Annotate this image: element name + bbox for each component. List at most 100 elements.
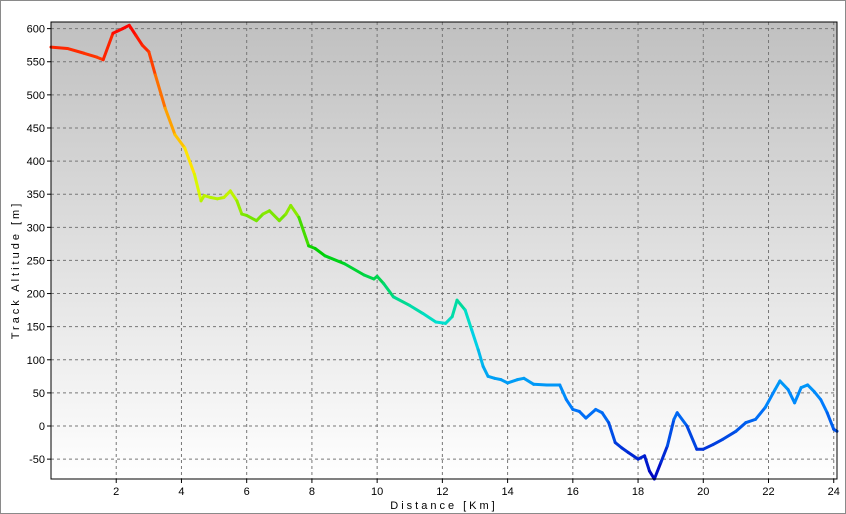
line-segment	[289, 203, 301, 219]
line-segment	[476, 348, 485, 368]
y-axis-label: Track Altitude [m]	[10, 201, 22, 340]
line-segment	[163, 106, 177, 137]
y-tick-label: 0	[39, 421, 45, 433]
y-tick-label: 400	[27, 156, 45, 168]
line-segment	[382, 282, 395, 299]
x-tick-label: 6	[244, 486, 250, 498]
line-segment	[773, 379, 782, 392]
x-tick-label: 14	[501, 486, 513, 498]
line-segment	[506, 378, 519, 385]
line-segment	[721, 429, 738, 441]
line-segment	[643, 454, 651, 473]
line-segment	[323, 254, 347, 266]
x-axis-label: Distance [Km]	[390, 500, 497, 512]
line-segment	[793, 386, 803, 405]
line-segment	[101, 31, 115, 62]
y-tick-label: 250	[27, 255, 45, 267]
line-segment	[600, 411, 611, 425]
line-segment	[532, 382, 549, 387]
line-segment	[183, 146, 197, 176]
line-segment	[675, 411, 689, 428]
line-segment	[173, 133, 187, 150]
x-tick-label: 12	[436, 486, 448, 498]
line-segment	[711, 437, 725, 447]
line-segment	[111, 27, 125, 35]
line-segment	[470, 328, 480, 352]
line-segment	[584, 407, 598, 420]
line-segment	[82, 51, 99, 59]
line-segment	[701, 443, 715, 451]
line-segment	[819, 398, 829, 415]
line-segment	[362, 273, 376, 281]
line-segment	[685, 424, 699, 451]
x-tick-label: 18	[632, 486, 644, 498]
line-segment	[626, 451, 640, 461]
y-tick-label: 200	[27, 289, 45, 301]
line-segment	[408, 303, 425, 315]
x-tick-label: 2	[113, 486, 119, 498]
y-tick-label: 350	[27, 189, 45, 201]
y-tick-label: 300	[27, 222, 45, 234]
y-tick-label: 600	[27, 24, 45, 36]
line-segment	[245, 213, 258, 223]
x-tick-label: 10	[371, 486, 383, 498]
y-tick-label: 100	[27, 355, 45, 367]
line-segment	[313, 247, 327, 258]
line-segment	[607, 421, 617, 445]
line-segment	[277, 212, 288, 223]
line-segment	[343, 262, 366, 277]
line-segment	[147, 50, 157, 77]
line-segment	[763, 388, 777, 409]
line-segment	[786, 388, 797, 405]
x-tick-label: 24	[828, 486, 840, 498]
line-segment	[153, 73, 167, 110]
line-segment	[659, 444, 669, 464]
line-segment	[222, 189, 232, 200]
y-tick-label: 50	[33, 388, 45, 400]
line-segment	[450, 298, 459, 319]
x-tick-label: 22	[762, 486, 774, 498]
line-segment	[297, 215, 311, 248]
line-segment	[652, 460, 663, 481]
line-segment	[375, 274, 386, 286]
line-segment	[134, 33, 144, 47]
y-tick-label: 550	[27, 57, 45, 69]
line-segment	[268, 209, 281, 223]
x-tick-label: 20	[697, 486, 709, 498]
line-segment	[140, 43, 151, 54]
x-tick-label: 16	[567, 486, 579, 498]
line-segment	[463, 308, 474, 332]
line-segment	[193, 172, 203, 203]
line-segment	[391, 295, 412, 307]
line-segment	[564, 398, 575, 411]
line-segment	[421, 311, 438, 324]
line-segment	[825, 411, 836, 431]
line-segment	[832, 427, 839, 433]
line-segment	[734, 421, 748, 433]
y-tick-label: 450	[27, 123, 45, 135]
line-segment	[254, 212, 265, 223]
y-tick-label: -50	[29, 454, 45, 466]
line-segment	[744, 417, 757, 425]
y-tick-label: 150	[27, 322, 45, 334]
line-segment	[65, 46, 86, 55]
line-segment	[235, 199, 244, 216]
line-segment	[455, 298, 467, 312]
line-segment	[481, 364, 490, 378]
line-segment	[558, 383, 568, 402]
line-segment	[444, 315, 454, 325]
y-tick-label: 500	[27, 90, 45, 102]
x-tick-label: 4	[178, 486, 184, 498]
plot-frame	[50, 21, 838, 480]
grid-lines	[51, 22, 837, 479]
line-segment	[778, 379, 790, 392]
x-axis-ticks: 2 4 6 8 10 12 14 16 18 20 22 24	[113, 479, 840, 498]
x-tick-label: 8	[309, 486, 315, 498]
line-segment	[228, 189, 239, 203]
line-segment	[434, 320, 448, 325]
line-segment	[522, 376, 536, 386]
line-segment	[577, 409, 588, 420]
line-segment	[127, 23, 138, 37]
